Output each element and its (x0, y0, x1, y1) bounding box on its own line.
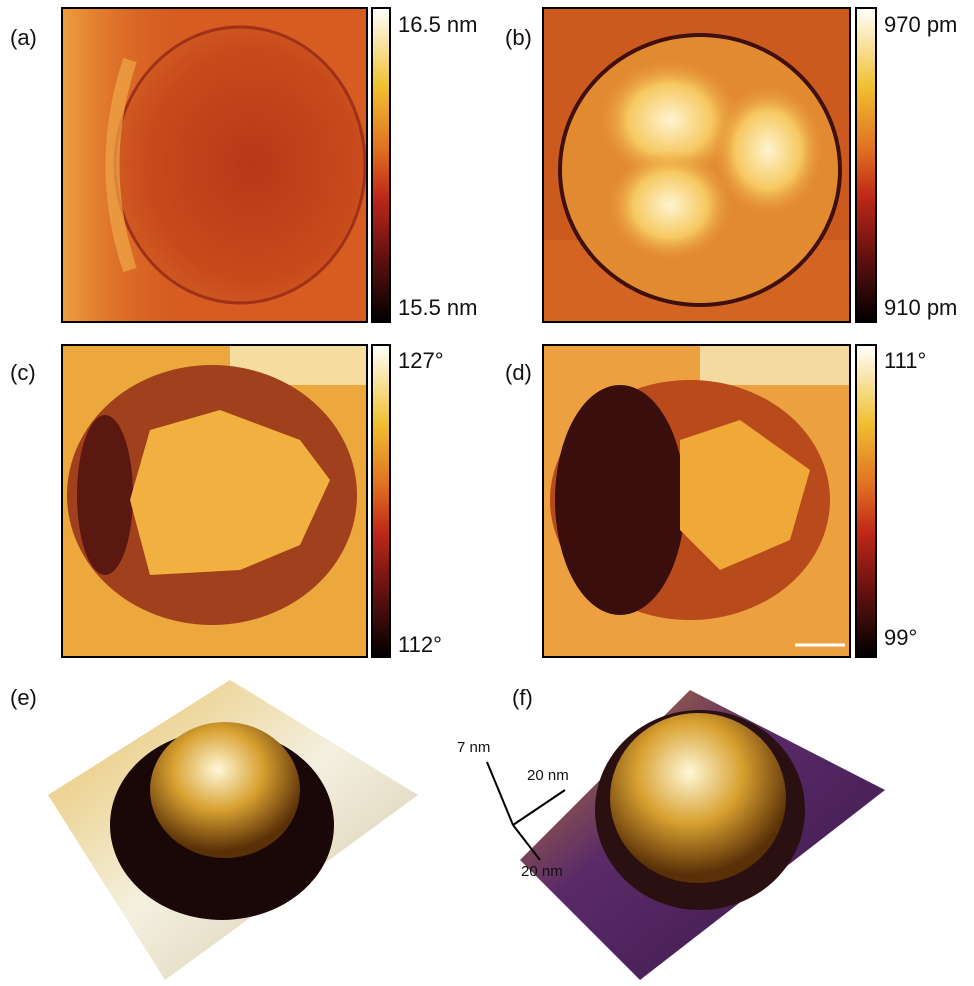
colorbar-max: 970 pm (884, 12, 957, 37)
colorbar-max: 16.5 nm (398, 12, 478, 37)
panel-label: (c) (10, 360, 36, 385)
panel-label: (f) (512, 685, 533, 710)
axis-label: 20 nm (527, 767, 569, 784)
colorbar-max: 127° (398, 348, 444, 373)
panel-label: (d) (505, 360, 532, 385)
figure: (a) 16.5 nm 15.5 nm (b) 970 pm 910 pm (c… (0, 0, 974, 986)
axis-label: 20 nm (521, 863, 563, 880)
image-e (48, 680, 418, 980)
image-c (62, 345, 367, 657)
colorbar-max: 111° (884, 348, 926, 373)
axis-label: 7 nm (457, 739, 490, 756)
image-a (62, 8, 367, 322)
colorbar (372, 345, 390, 657)
image-f (487, 690, 885, 980)
image-b (543, 8, 850, 322)
colorbar-min: 112° (398, 632, 442, 657)
colorbar-min: 15.5 nm (398, 295, 478, 320)
panel-label: (e) (10, 685, 37, 710)
image-d (543, 345, 850, 657)
panel-label: (b) (505, 25, 532, 50)
colorbar (856, 345, 876, 657)
colorbar-min: 99° (884, 625, 917, 650)
colorbar-min: 910 pm (884, 295, 957, 320)
panel-label: (a) (10, 25, 37, 50)
colorbar (372, 8, 390, 322)
colorbar (856, 8, 876, 322)
